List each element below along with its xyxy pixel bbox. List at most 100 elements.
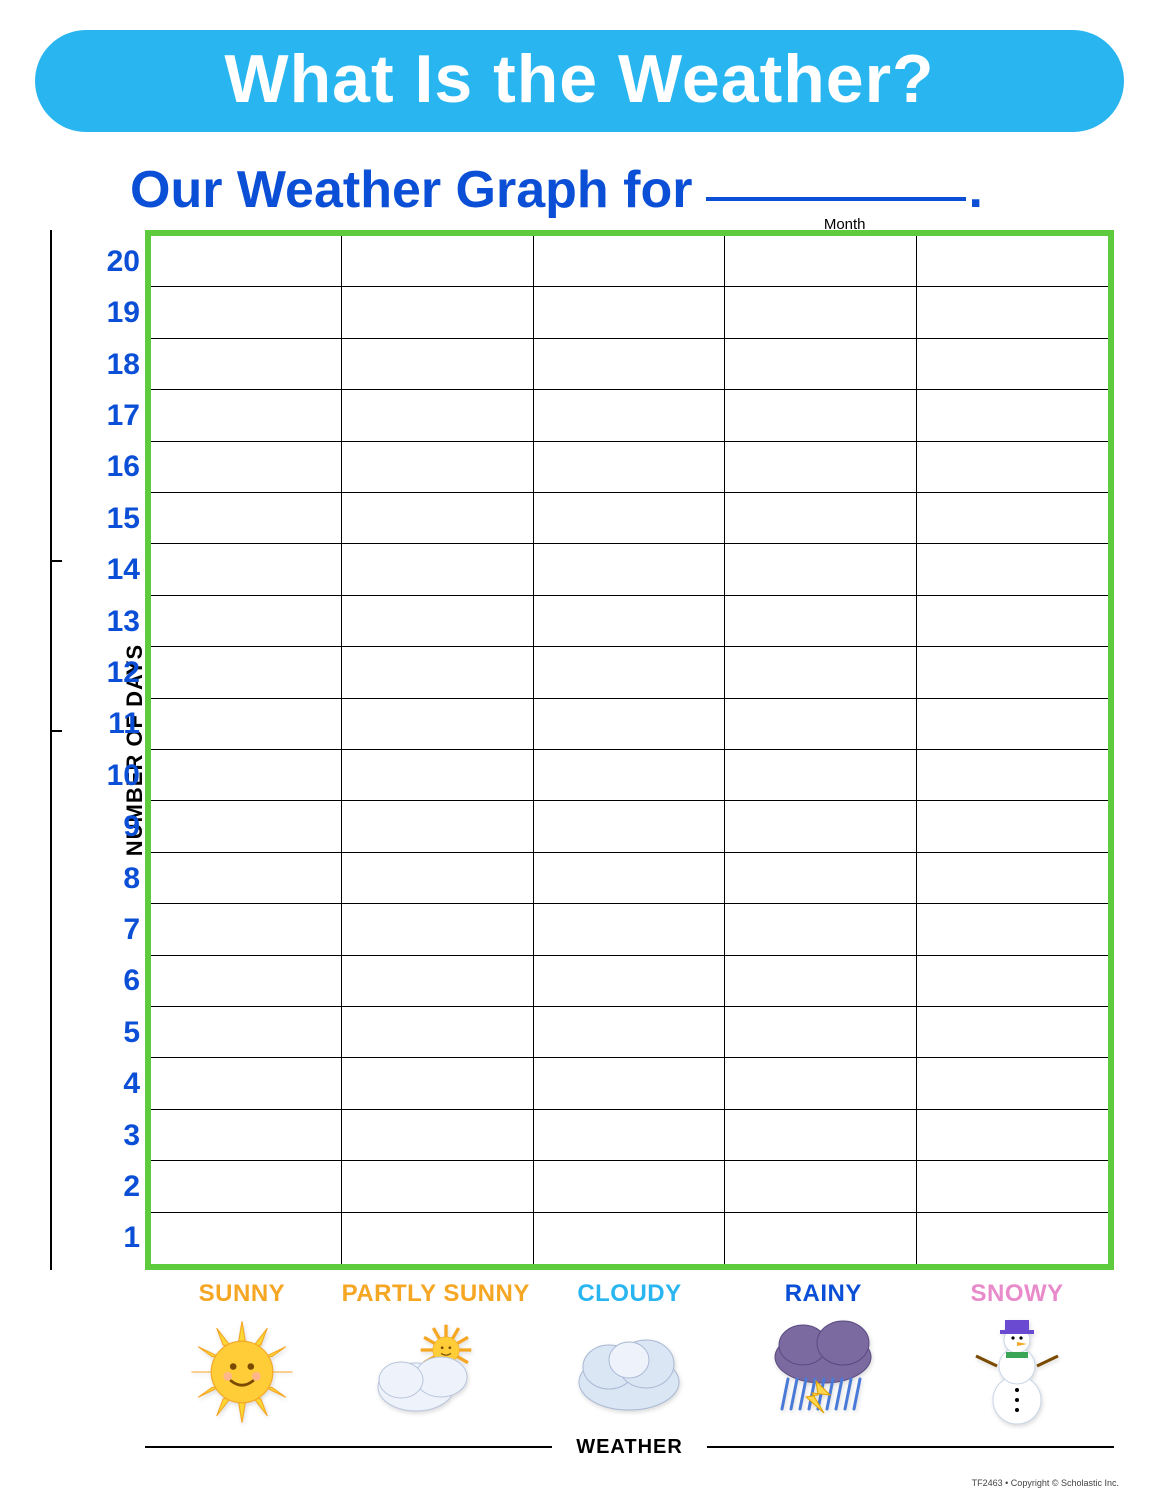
grid-cell[interactable]	[917, 647, 1108, 698]
grid-cell[interactable]	[534, 647, 725, 698]
grid-cell[interactable]	[725, 544, 916, 595]
grid-cell[interactable]	[151, 750, 342, 801]
grid-cell[interactable]	[725, 287, 916, 338]
grid-cell[interactable]	[342, 853, 533, 904]
grid-cell[interactable]	[725, 596, 916, 647]
grid-cell[interactable]	[534, 699, 725, 750]
grid-cell[interactable]	[534, 287, 725, 338]
grid-cell[interactable]	[917, 1161, 1108, 1212]
grid-cell[interactable]	[342, 287, 533, 338]
grid-cell[interactable]	[151, 1213, 342, 1264]
grid-cell[interactable]	[342, 493, 533, 544]
grid-cell[interactable]	[342, 442, 533, 493]
grid-cell[interactable]	[151, 493, 342, 544]
grid-cell[interactable]	[534, 904, 725, 955]
grid-cell[interactable]	[917, 801, 1108, 852]
grid-cell[interactable]	[534, 956, 725, 1007]
grid-cell[interactable]	[342, 1161, 533, 1212]
grid-cell[interactable]	[151, 956, 342, 1007]
grid-cell[interactable]	[725, 1058, 916, 1109]
grid-cell[interactable]	[342, 339, 533, 390]
grid-cell[interactable]	[151, 904, 342, 955]
grid-cell[interactable]	[534, 1110, 725, 1161]
grid-cell[interactable]	[725, 1161, 916, 1212]
grid-cell[interactable]	[534, 493, 725, 544]
grid-cell[interactable]	[725, 853, 916, 904]
grid-cell[interactable]	[534, 1161, 725, 1212]
grid-cell[interactable]	[917, 339, 1108, 390]
grid-cell[interactable]	[534, 801, 725, 852]
grid-cell[interactable]	[342, 1110, 533, 1161]
grid-cell[interactable]	[725, 1213, 916, 1264]
grid-cell[interactable]	[534, 596, 725, 647]
grid-cell[interactable]	[725, 1110, 916, 1161]
grid-cell[interactable]	[342, 1213, 533, 1264]
grid-cell[interactable]	[917, 904, 1108, 955]
grid-cell[interactable]	[917, 287, 1108, 338]
grid-cell[interactable]	[917, 390, 1108, 441]
grid-cell[interactable]	[917, 544, 1108, 595]
grid-cell[interactable]	[151, 390, 342, 441]
grid-cell[interactable]	[342, 390, 533, 441]
grid-cell[interactable]	[342, 904, 533, 955]
grid-cell[interactable]	[917, 493, 1108, 544]
grid-cell[interactable]	[151, 1007, 342, 1058]
grid-cell[interactable]	[342, 1058, 533, 1109]
month-blank-line[interactable]	[706, 197, 966, 201]
grid-cell[interactable]	[917, 1213, 1108, 1264]
grid-cell[interactable]	[151, 1161, 342, 1212]
grid-cell[interactable]	[534, 853, 725, 904]
grid-cell[interactable]	[342, 699, 533, 750]
grid-cell[interactable]	[917, 1058, 1108, 1109]
grid-cell[interactable]	[534, 390, 725, 441]
grid-cell[interactable]	[534, 236, 725, 287]
grid-cell[interactable]	[534, 1007, 725, 1058]
grid-cell[interactable]	[725, 442, 916, 493]
grid-cell[interactable]	[917, 1110, 1108, 1161]
grid-cell[interactable]	[534, 1213, 725, 1264]
grid-cell[interactable]	[151, 544, 342, 595]
grid-cell[interactable]	[917, 853, 1108, 904]
grid-cell[interactable]	[725, 339, 916, 390]
grid-cell[interactable]	[151, 236, 342, 287]
grid-cell[interactable]	[342, 596, 533, 647]
grid-cell[interactable]	[725, 647, 916, 698]
grid-cell[interactable]	[917, 956, 1108, 1007]
grid-cell[interactable]	[342, 544, 533, 595]
grid-cell[interactable]	[151, 699, 342, 750]
grid-cell[interactable]	[342, 801, 533, 852]
grid-cell[interactable]	[151, 442, 342, 493]
grid-cell[interactable]	[534, 442, 725, 493]
grid-cell[interactable]	[151, 339, 342, 390]
grid-cell[interactable]	[725, 1007, 916, 1058]
grid-cell[interactable]	[917, 442, 1108, 493]
grid-cell[interactable]	[725, 699, 916, 750]
grid-cell[interactable]	[725, 493, 916, 544]
grid-cell[interactable]	[151, 647, 342, 698]
grid-cell[interactable]	[534, 1058, 725, 1109]
grid-cell[interactable]	[725, 904, 916, 955]
grid-cell[interactable]	[151, 1110, 342, 1161]
grid-cell[interactable]	[917, 596, 1108, 647]
grid-cell[interactable]	[342, 647, 533, 698]
grid-cell[interactable]	[151, 596, 342, 647]
grid-cell[interactable]	[725, 236, 916, 287]
grid-cell[interactable]	[534, 339, 725, 390]
grid-cell[interactable]	[725, 750, 916, 801]
grid-cell[interactable]	[342, 1007, 533, 1058]
grid-cell[interactable]	[151, 287, 342, 338]
grid-cell[interactable]	[725, 390, 916, 441]
grid-cell[interactable]	[725, 956, 916, 1007]
grid-cell[interactable]	[917, 750, 1108, 801]
grid-cell[interactable]	[917, 236, 1108, 287]
grid-cell[interactable]	[917, 1007, 1108, 1058]
grid-cell[interactable]	[725, 801, 916, 852]
grid-cell[interactable]	[917, 699, 1108, 750]
grid-cell[interactable]	[151, 801, 342, 852]
grid-cell[interactable]	[534, 544, 725, 595]
grid-cell[interactable]	[342, 956, 533, 1007]
grid-cell[interactable]	[151, 853, 342, 904]
grid-cell[interactable]	[151, 1058, 342, 1109]
grid-cell[interactable]	[342, 236, 533, 287]
grid-cell[interactable]	[534, 750, 725, 801]
